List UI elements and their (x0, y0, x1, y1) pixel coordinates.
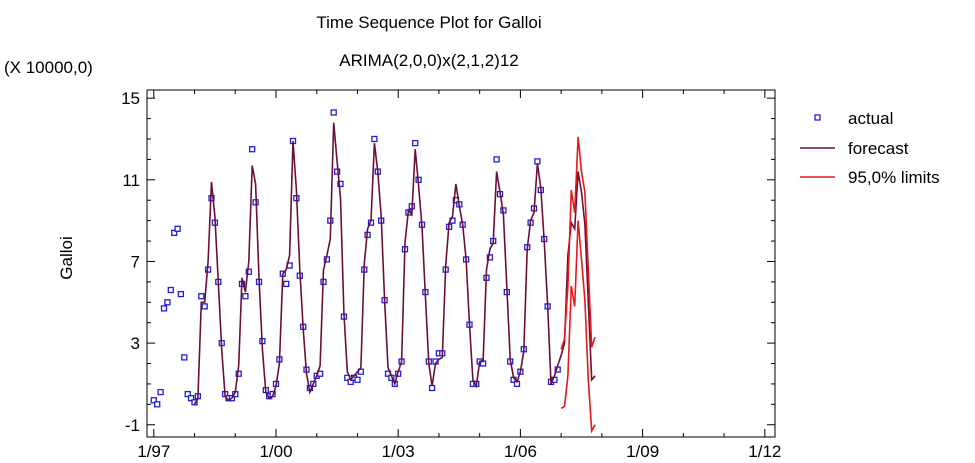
actual-point (164, 299, 171, 306)
actual-point (354, 376, 361, 383)
actual-point (160, 305, 168, 312)
x-tick-label: 1/06 (504, 442, 537, 461)
legend: actual forecast 95,0% limits (800, 109, 940, 187)
legend-label: 95,0% limits (848, 168, 940, 187)
x-tick-label: 1/09 (626, 442, 659, 461)
actual-point (249, 146, 256, 153)
actual-point (493, 156, 500, 163)
forecast-line (193, 122, 596, 405)
actual-point (184, 390, 191, 398)
series-layer (150, 109, 596, 434)
x-axis-tick-labels: 1/97 1/00 1/03 1/06 1/09 1/12 (137, 442, 781, 461)
actual-point (181, 354, 188, 361)
x-tick-label: 1/00 (259, 442, 292, 461)
actual-point (150, 397, 157, 404)
actual-point (157, 388, 164, 396)
actual-point (154, 401, 161, 408)
actual-point (177, 290, 185, 298)
y-tick-label: 3 (131, 334, 140, 353)
actual-point (171, 229, 178, 237)
x-tick-label: 1/97 (137, 442, 170, 461)
actual-point (167, 286, 174, 294)
limits-line-upper (560, 136, 596, 350)
y-tick-label: 7 (131, 252, 140, 271)
y-axis-label: Galloi (57, 236, 76, 279)
actual-point (428, 384, 436, 392)
actual-point (534, 158, 541, 165)
y-tick-label: -1 (125, 416, 140, 435)
chart-subtitle: ARIMA(2,0,0)x(2,1,2)12 (339, 51, 519, 70)
actual-point (337, 180, 344, 188)
y-tick-label: 11 (122, 171, 140, 190)
actual-point (330, 109, 337, 116)
y-tick-label: 15 (121, 89, 140, 108)
x-tick-label: 1/12 (748, 442, 781, 461)
chart-title: Time Sequence Plot for Galloi (316, 13, 541, 32)
actual-point (486, 254, 494, 261)
actual-point (201, 303, 208, 310)
actual-point (174, 225, 181, 232)
actual-point (283, 280, 290, 288)
plot-border (146, 89, 776, 438)
y-axis-tick-labels: -1 3 7 11 15 (121, 89, 140, 435)
actual-point (191, 399, 198, 406)
actual-point (198, 293, 205, 300)
axis-ticks (147, 90, 775, 437)
x-tick-label: 1/03 (382, 442, 415, 461)
actual-point (412, 139, 419, 147)
limits-line-lower (560, 220, 596, 434)
plot-area (146, 89, 776, 438)
y-multiplier-label: (X 10000,0) (4, 58, 93, 77)
actual-point (371, 135, 378, 143)
actual-point (245, 268, 252, 275)
legend-label: forecast (848, 139, 909, 158)
legend-label: actual (848, 109, 893, 128)
legend-actual-marker (814, 114, 821, 121)
actual-point (187, 395, 195, 402)
actual-point (242, 293, 249, 300)
